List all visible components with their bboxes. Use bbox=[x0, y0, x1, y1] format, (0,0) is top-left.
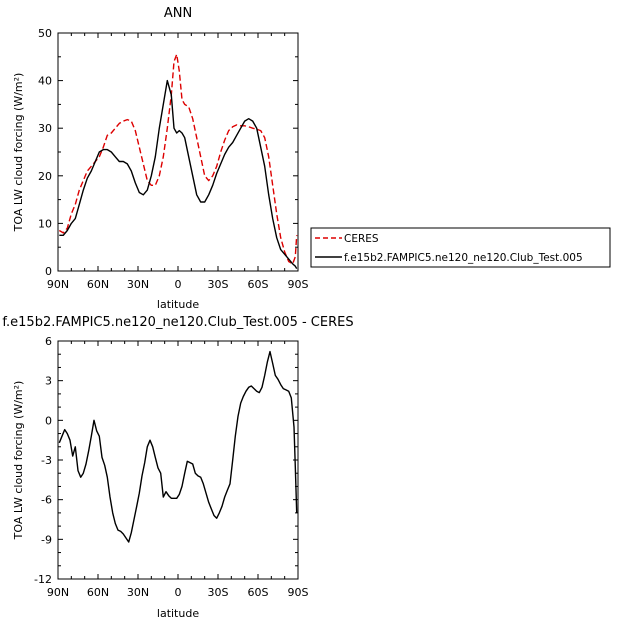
chart-title: ANN bbox=[164, 6, 192, 21]
y-tick-label: 20 bbox=[38, 170, 52, 183]
series-line-ceres bbox=[58, 53, 298, 265]
y-tick-label: -6 bbox=[41, 494, 52, 507]
x-tick-label: 60S bbox=[248, 586, 269, 599]
y-tick-label: 0 bbox=[45, 414, 52, 427]
plot-frame bbox=[57, 32, 299, 272]
x-tick-label: 90S bbox=[288, 586, 309, 599]
series-line-difference bbox=[58, 350, 298, 543]
x-axis-label: latitude bbox=[157, 607, 199, 620]
x-tick-label: 30N bbox=[127, 278, 149, 291]
legend-label-ceres: CERES bbox=[344, 233, 379, 245]
series-line-model bbox=[59, 79, 298, 269]
y-tick-label: 40 bbox=[38, 75, 52, 88]
y-tick-label: 6 bbox=[45, 335, 52, 348]
y-tick-label: 30 bbox=[38, 122, 52, 135]
x-tick-label: 30N bbox=[127, 586, 149, 599]
y-axis-label: TOA LW cloud forcing (W/m²) bbox=[12, 381, 25, 541]
x-tick-label: 90N bbox=[47, 278, 69, 291]
y-tick-label: 0 bbox=[45, 265, 52, 278]
x-tick-label: 0 bbox=[175, 278, 182, 291]
difference-plot-panel: f.e15b2.FAMPIC5.ne120_ne120.Club_Test.00… bbox=[2, 315, 353, 620]
annual-plot-panel: ANN TOA LW cloud forcing (W/m²) latitude… bbox=[12, 6, 309, 311]
chart-title: f.e15b2.FAMPIC5.ne120_ne120.Club_Test.00… bbox=[2, 315, 353, 330]
axis-ticks: 90N 60N 30N 0 30S 60S 90S 0 10 20 30 40 50 bbox=[38, 27, 309, 291]
x-tick-label: 30S bbox=[208, 278, 229, 291]
y-tick-label: 3 bbox=[45, 375, 52, 388]
x-tick-label: 90S bbox=[288, 278, 309, 291]
legend: CERES f.e15b2.FAMPIC5.ne120_ne120.Club_T… bbox=[310, 227, 611, 268]
legend-label-model: f.e15b2.FAMPIC5.ne120_ne120.Club_Test.00… bbox=[344, 252, 583, 264]
axis-ticks: 90N 60N 30N 0 30S 60S 90S -12 -9 -6 -3 0 3 6 bbox=[34, 335, 308, 599]
series-group bbox=[58, 350, 298, 543]
y-axis-label: TOA LW cloud forcing (W/m²) bbox=[12, 73, 25, 233]
y-tick-label: -3 bbox=[41, 454, 52, 467]
y-tick-label: 50 bbox=[38, 27, 52, 40]
y-tick-label: -12 bbox=[34, 573, 52, 586]
series-group bbox=[58, 53, 298, 269]
x-tick-label: 60N bbox=[87, 278, 109, 291]
legend-box bbox=[310, 227, 611, 268]
x-tick-label: 60N bbox=[87, 586, 109, 599]
x-tick-label: 90N bbox=[47, 586, 69, 599]
x-tick-label: 30S bbox=[208, 586, 229, 599]
x-tick-label: 0 bbox=[175, 586, 182, 599]
x-axis-label: latitude bbox=[157, 298, 199, 311]
plot-frame bbox=[57, 340, 299, 580]
y-tick-label: -9 bbox=[41, 533, 52, 546]
x-tick-label: 60S bbox=[248, 278, 269, 291]
y-tick-label: 10 bbox=[38, 217, 52, 230]
